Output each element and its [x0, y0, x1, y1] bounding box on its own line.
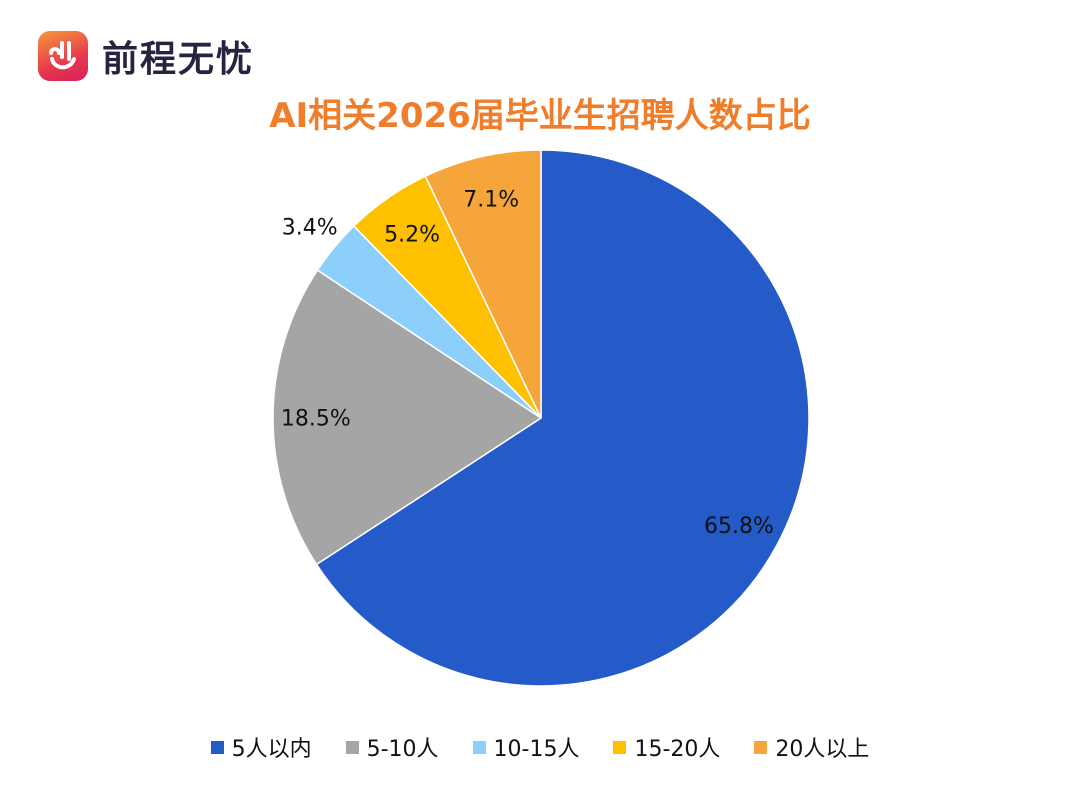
legend-swatch — [754, 740, 768, 754]
legend-swatch — [210, 740, 224, 754]
chart-title: AI相关2026届毕业生招聘人数占比 — [269, 96, 811, 136]
legend-item: 5-10人 — [345, 731, 439, 763]
legend-swatch — [472, 740, 486, 754]
legend-item: 20人以上 — [754, 731, 869, 763]
legend-item: 10-15人 — [472, 731, 580, 763]
data-label: 18.5% — [281, 406, 351, 431]
pie-slice-1 — [272, 269, 543, 566]
logo-icon — [38, 31, 88, 81]
data-label: 7.1% — [463, 187, 519, 212]
legend: 5人以内 5-10人 10-15人 15-20人 20人以上 — [0, 731, 1080, 763]
legend-swatch — [345, 740, 359, 754]
legend-label: 20人以上 — [775, 737, 870, 762]
data-label: 5.2% — [384, 222, 440, 247]
data-label: 65.8% — [704, 514, 774, 539]
logo: 前程无忧 — [38, 30, 254, 82]
legend-item: 5人以内 — [210, 731, 312, 763]
legend-label: 15-20人 — [634, 737, 721, 762]
logo-text: 前程无忧 — [102, 39, 255, 80]
legend-label: 10-15人 — [493, 737, 580, 762]
legend-item: 15-20人 — [613, 731, 720, 763]
pie-slice-4 — [424, 149, 542, 419]
pie-slice-0 — [315, 149, 810, 687]
legend-label: 5-10人 — [366, 737, 439, 762]
legend-label: 5人以内 — [231, 737, 312, 762]
legend-swatch — [613, 740, 627, 754]
data-label: 3.4% — [282, 216, 338, 241]
